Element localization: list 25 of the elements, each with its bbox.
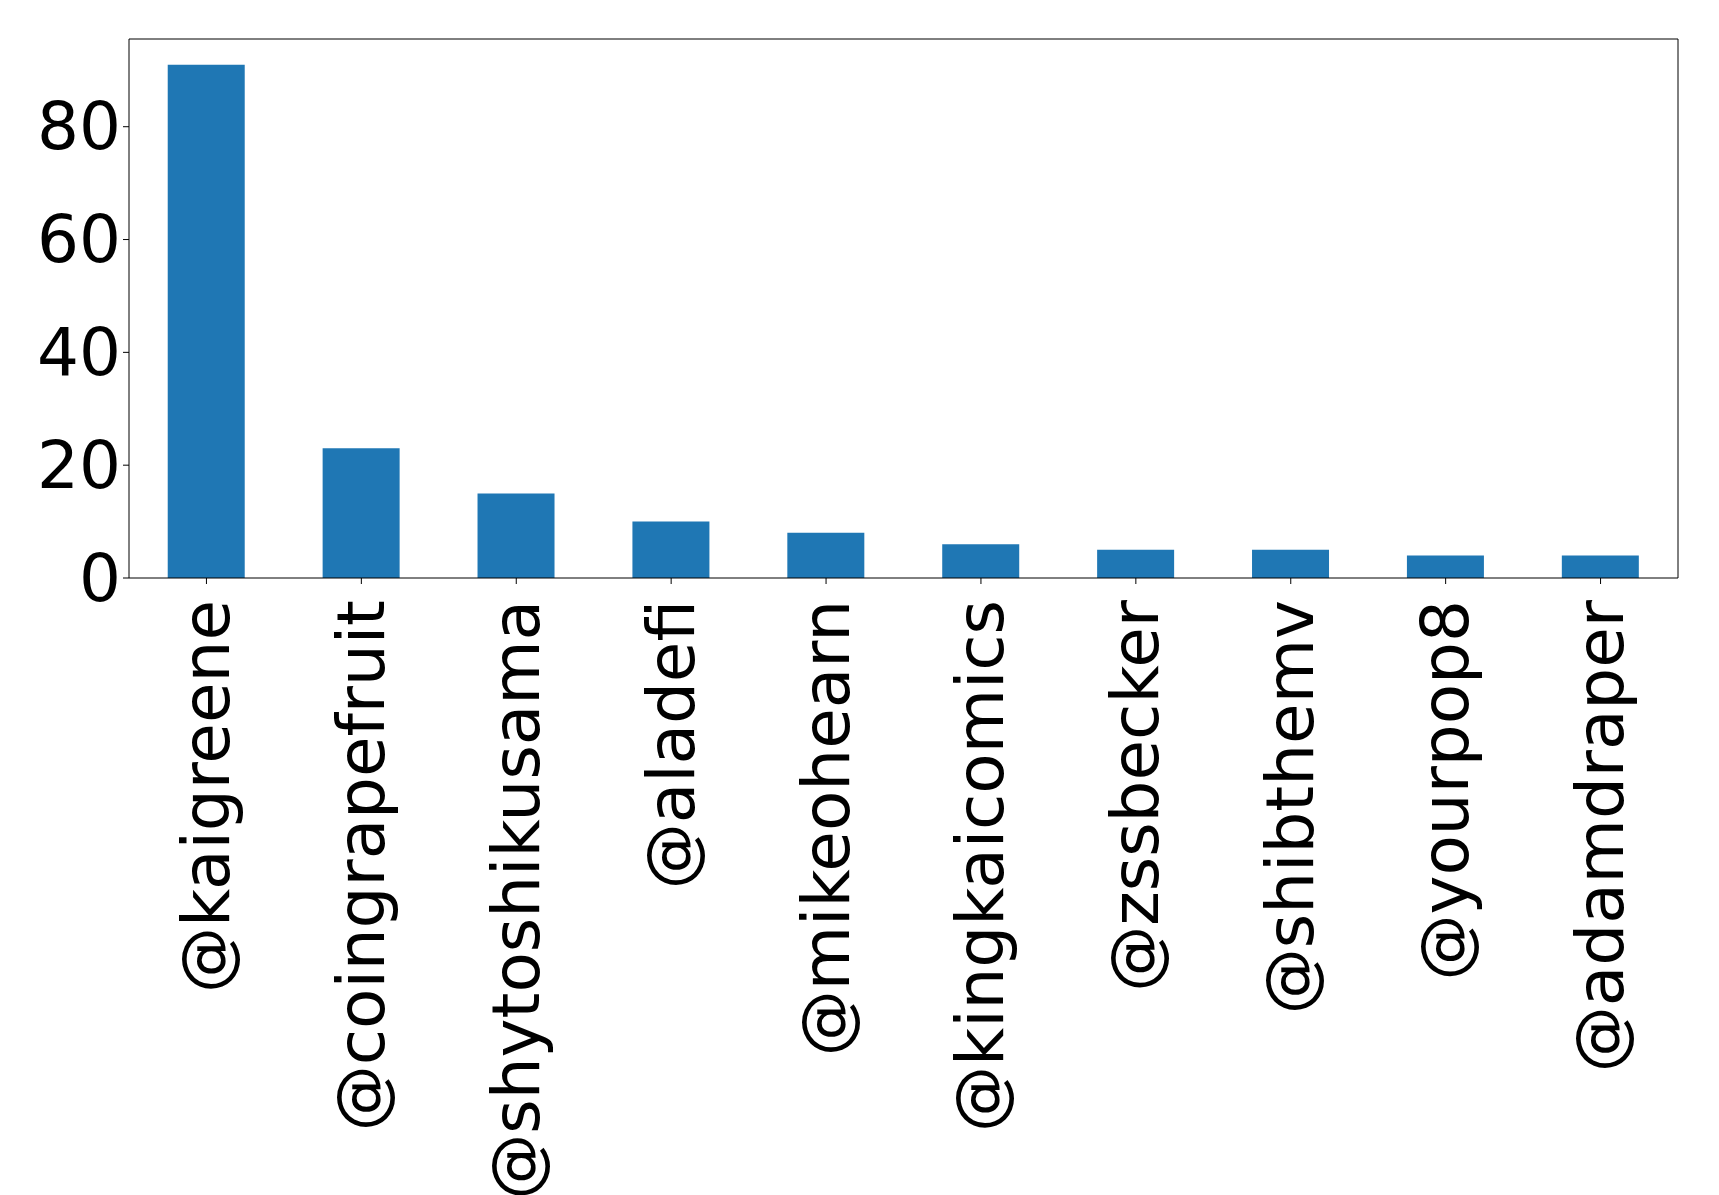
bar [942,544,1020,578]
bar [1097,549,1175,578]
bar [1406,555,1484,578]
bar [167,64,245,578]
bar [477,493,555,578]
x-tick-label: @kingkaicomics [942,600,1020,1133]
y-tick-label: 20 [37,426,121,504]
x-tick-label: @zssbecker [1097,599,1175,992]
x-tick-label: @kaigreene [167,600,245,994]
x-tick-label: @adamdraper [1562,599,1640,1073]
bar [632,521,710,578]
y-tick-label: 40 [37,313,121,391]
bar [1561,555,1639,578]
bar [787,532,865,578]
bar [322,448,400,578]
x-tick-label: @yourpop8 [1407,600,1485,981]
x-tick-label: @aladefi [632,600,710,890]
x-tick-label: @coingrapefruit [322,600,400,1132]
x-tick-label: @shibthemv [1252,600,1330,1015]
bar [1252,549,1330,578]
y-tick-label: 0 [79,539,121,617]
x-tick-label: @mikeohearn [787,600,865,1057]
y-tick-label: 60 [37,201,121,279]
x-tick-label: @shytoshikusama [477,600,555,1195]
y-tick-label: 80 [37,88,121,166]
